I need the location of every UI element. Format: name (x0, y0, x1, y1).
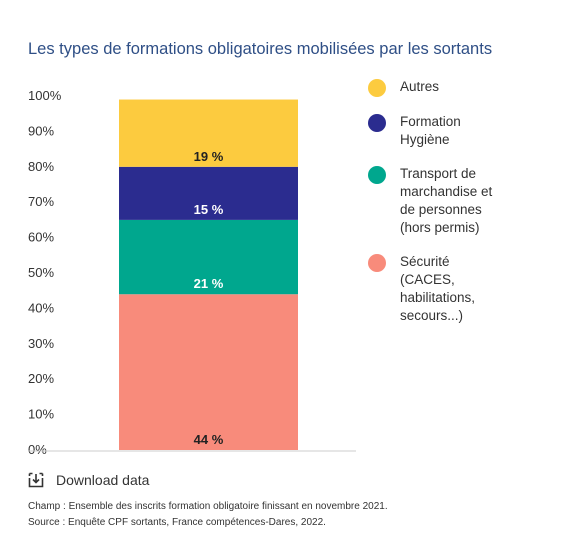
legend-item-transport[interactable]: Transport de marchandise et de personnes… (368, 165, 518, 237)
data-label: 19 % (194, 149, 224, 164)
bar-segment-2[interactable] (119, 166, 298, 220)
y-tick-label: 50% (28, 265, 54, 280)
y-tick-label: 100% (28, 88, 62, 103)
legend-item-securite[interactable]: Sécurité (CACES, habilitations, secours.… (368, 253, 518, 325)
bar-segment-1[interactable] (119, 219, 298, 295)
data-label: 44 % (194, 432, 224, 447)
legend-item-formation-hygiene[interactable]: Formation Hygiène (368, 113, 518, 149)
legend-swatch (368, 79, 386, 97)
y-tick-label: 90% (28, 123, 54, 138)
download-icon (28, 472, 44, 488)
bar-stack: 44 % 21 % 15 % 19 % (119, 99, 298, 450)
y-tick-label: 40% (28, 300, 54, 315)
legend-swatch (368, 254, 386, 272)
data-label: 15 % (194, 202, 224, 217)
legend-label: Autres (400, 79, 440, 94)
download-data-label: Download data (56, 472, 150, 488)
bar-segment-0[interactable] (119, 294, 298, 450)
legend-swatch (368, 166, 386, 184)
y-axis: 0% 10% 20% 30% 40% 50% 60% 70% 80% 90% 100% (28, 88, 62, 457)
y-tick-label: 70% (28, 194, 54, 209)
y-tick-label: 80% (28, 159, 54, 174)
champ-note: Champ : Ensemble des inscrits formation … (28, 501, 388, 512)
download-data-button[interactable]: Download data (28, 472, 149, 488)
legend-swatch (368, 114, 386, 132)
source-note: Source : Enquête CPF sortants, France co… (28, 517, 326, 528)
legend-label: Transport de marchandise et de personnes… (400, 166, 493, 235)
y-tick-label: 60% (28, 230, 54, 245)
legend-label: Formation Hygiène (400, 114, 461, 147)
data-label: 21 % (194, 276, 224, 291)
y-tick-label: 0% (28, 442, 47, 457)
legend-label: Sécurité (CACES, habilitations, secours.… (400, 254, 476, 323)
legend-item-autres[interactable]: Autres (368, 78, 518, 97)
y-tick-label: 30% (28, 336, 54, 351)
legend: Autres Formation Hygiène Transport de ma… (368, 78, 518, 341)
bar-segment-3[interactable] (119, 99, 298, 167)
y-tick-label: 10% (28, 407, 54, 422)
y-tick-label: 20% (28, 371, 54, 386)
chart-title: Les types de formations obligatoires mob… (28, 40, 493, 58)
